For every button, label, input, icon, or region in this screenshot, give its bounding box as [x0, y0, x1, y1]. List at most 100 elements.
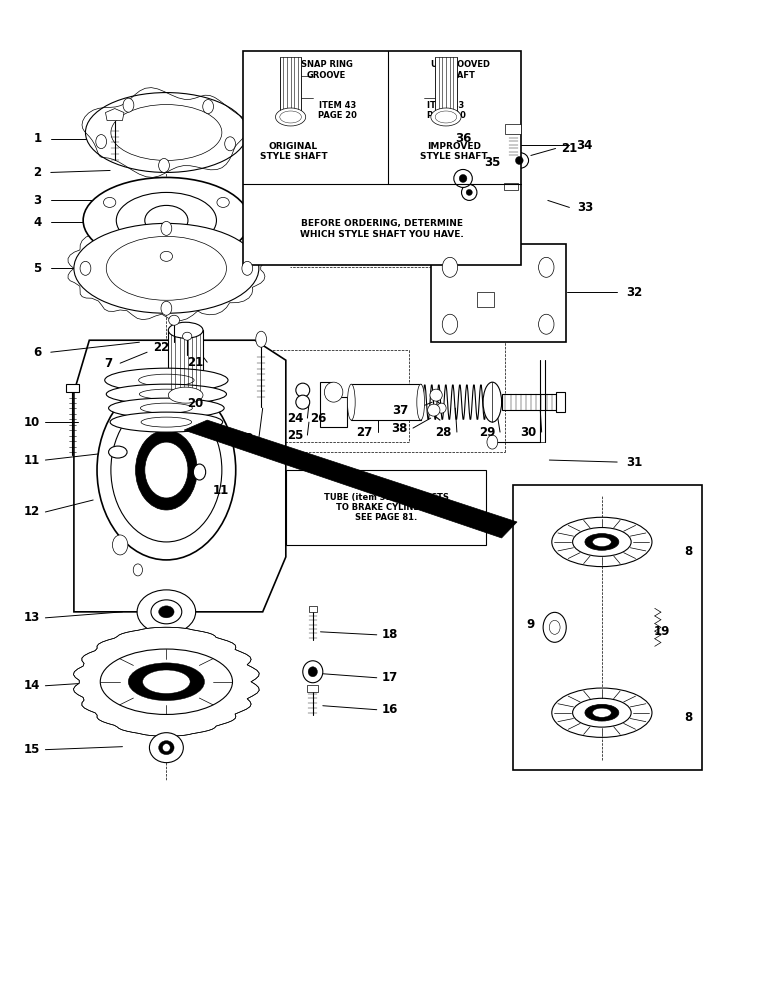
- Text: 8: 8: [684, 545, 692, 558]
- Text: BEFORE ORDERING, DETERMINE
WHICH STYLE SHAFT YOU HAVE.: BEFORE ORDERING, DETERMINE WHICH STYLE S…: [300, 219, 464, 239]
- Bar: [556, 392, 565, 412]
- Ellipse shape: [145, 442, 188, 498]
- Text: 14: 14: [23, 679, 39, 692]
- Text: 1: 1: [34, 132, 42, 145]
- Ellipse shape: [483, 382, 502, 422]
- Bar: [502, 394, 556, 410]
- Bar: [351, 384, 421, 420]
- Ellipse shape: [137, 590, 195, 634]
- Text: 4: 4: [33, 216, 42, 229]
- Ellipse shape: [296, 395, 310, 409]
- Text: ITEM 43
PAGE 20: ITEM 43 PAGE 20: [426, 101, 466, 120]
- Text: 16: 16: [381, 703, 398, 716]
- Text: 2: 2: [34, 166, 42, 179]
- Text: 7: 7: [104, 357, 113, 370]
- Ellipse shape: [435, 111, 457, 123]
- Ellipse shape: [550, 620, 560, 634]
- Ellipse shape: [105, 190, 125, 204]
- Text: 21: 21: [187, 356, 203, 369]
- Text: 38: 38: [391, 422, 408, 435]
- Ellipse shape: [573, 698, 631, 727]
- Ellipse shape: [203, 100, 214, 114]
- Ellipse shape: [83, 177, 249, 263]
- Ellipse shape: [151, 600, 181, 624]
- Ellipse shape: [103, 197, 116, 207]
- Text: 24: 24: [287, 412, 303, 425]
- Bar: [504, 183, 518, 190]
- Text: 21: 21: [561, 142, 577, 155]
- Ellipse shape: [145, 205, 188, 235]
- Text: IMPROVED
STYLE SHAFT: IMPROVED STYLE SHAFT: [421, 142, 488, 161]
- Ellipse shape: [110, 193, 120, 201]
- Bar: [513, 485, 702, 770]
- Ellipse shape: [193, 464, 205, 480]
- Ellipse shape: [139, 374, 194, 386]
- Ellipse shape: [296, 383, 310, 397]
- Text: 22: 22: [153, 341, 169, 354]
- Polygon shape: [320, 382, 347, 427]
- Ellipse shape: [593, 537, 611, 547]
- Polygon shape: [184, 420, 517, 538]
- Polygon shape: [73, 627, 259, 736]
- Ellipse shape: [242, 261, 252, 275]
- Polygon shape: [74, 340, 286, 612]
- Text: 32: 32: [626, 286, 642, 299]
- Ellipse shape: [128, 663, 205, 701]
- Text: ORIGINAL
STYLE SHAFT: ORIGINAL STYLE SHAFT: [259, 142, 327, 161]
- Text: 29: 29: [479, 426, 496, 439]
- Ellipse shape: [430, 389, 442, 401]
- Ellipse shape: [454, 169, 472, 187]
- Ellipse shape: [431, 108, 461, 126]
- Ellipse shape: [86, 93, 247, 172]
- Ellipse shape: [117, 192, 216, 248]
- Ellipse shape: [150, 733, 183, 763]
- Ellipse shape: [111, 105, 222, 160]
- Text: 3: 3: [34, 194, 42, 207]
- Ellipse shape: [161, 301, 172, 315]
- Ellipse shape: [487, 435, 498, 449]
- Bar: [506, 124, 521, 134]
- Bar: [477, 292, 494, 307]
- Text: 28: 28: [435, 426, 452, 439]
- Bar: [279, 57, 301, 112]
- Bar: [431, 244, 566, 342]
- Text: 13: 13: [23, 611, 39, 624]
- Text: 25: 25: [287, 429, 303, 442]
- Text: 15: 15: [23, 743, 39, 756]
- Ellipse shape: [182, 332, 191, 340]
- Text: 27: 27: [357, 426, 373, 439]
- Ellipse shape: [539, 314, 554, 334]
- Ellipse shape: [110, 412, 222, 432]
- Bar: [66, 384, 79, 392]
- Text: 10: 10: [23, 416, 39, 429]
- Ellipse shape: [159, 606, 174, 618]
- Text: 33: 33: [577, 201, 593, 214]
- Bar: [307, 685, 318, 692]
- Text: 17: 17: [381, 671, 398, 684]
- Ellipse shape: [442, 314, 458, 334]
- Ellipse shape: [136, 430, 197, 510]
- Text: 6: 6: [33, 346, 42, 359]
- Bar: [309, 606, 317, 612]
- Text: 9: 9: [527, 618, 535, 631]
- Text: 23: 23: [238, 432, 254, 445]
- Polygon shape: [106, 109, 124, 121]
- Ellipse shape: [217, 197, 229, 207]
- Ellipse shape: [123, 98, 134, 112]
- Ellipse shape: [168, 322, 203, 338]
- Bar: [168, 330, 203, 395]
- Ellipse shape: [134, 564, 143, 576]
- Text: 5: 5: [33, 262, 42, 275]
- Text: 30: 30: [520, 426, 537, 439]
- Ellipse shape: [141, 403, 192, 413]
- Ellipse shape: [552, 688, 652, 737]
- Bar: [243, 51, 521, 265]
- Ellipse shape: [573, 528, 631, 556]
- Text: 19: 19: [654, 625, 670, 638]
- Text: 37: 37: [391, 404, 408, 417]
- Text: 31: 31: [626, 456, 642, 469]
- Ellipse shape: [428, 404, 440, 416]
- Ellipse shape: [96, 135, 107, 149]
- Ellipse shape: [256, 331, 266, 347]
- Ellipse shape: [462, 184, 477, 200]
